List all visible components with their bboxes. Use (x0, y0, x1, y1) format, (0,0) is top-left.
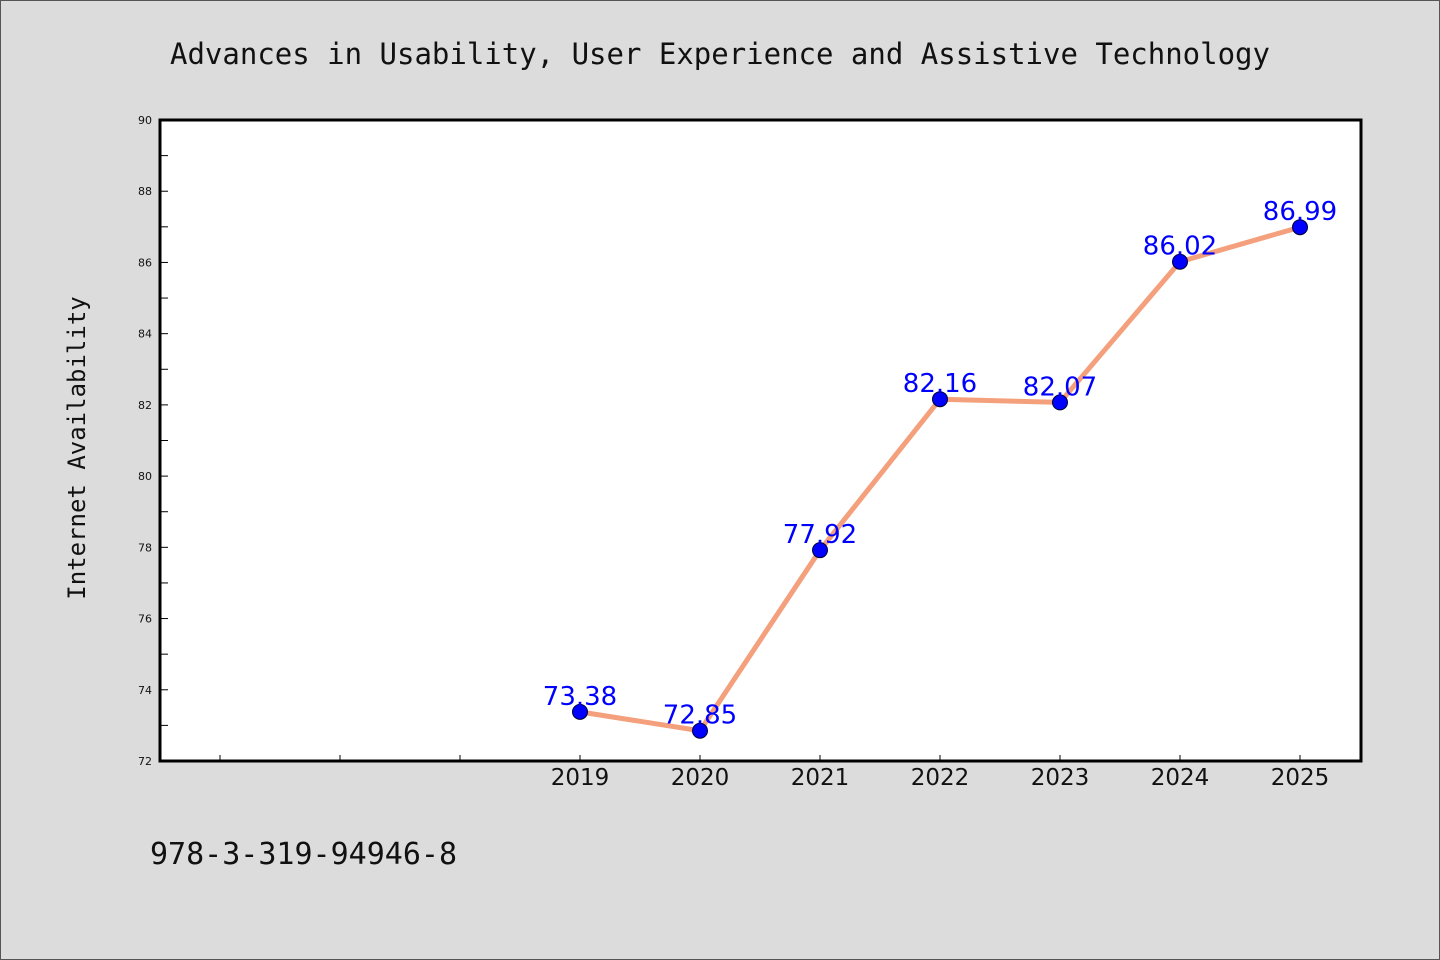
data-label: 82.07 (1023, 372, 1097, 402)
data-point (932, 391, 948, 408)
y-tick-label: 74 (138, 684, 152, 697)
series-points-group (572, 219, 1308, 739)
x-tick-label: 2020 (671, 765, 730, 791)
data-label: 86.02 (1143, 232, 1217, 262)
x-tick-label: 2022 (911, 765, 970, 791)
data-point (1052, 394, 1068, 411)
data-point (572, 703, 588, 720)
data-label: 86.99 (1263, 197, 1337, 227)
y-tick-label: 78 (138, 541, 152, 554)
plot-border (158, 118, 1363, 763)
y-tick-label: 80 (138, 470, 152, 483)
x-axis: 2019 2020 2021 2022 2023 2024 2025 (219, 755, 1330, 791)
chart-title: Advances in Usability, User Experience a… (170, 37, 1270, 71)
x-tick-label: 2024 (1151, 765, 1210, 791)
x-tick-label: 2019 (551, 765, 610, 791)
plot-area (160, 120, 1361, 761)
y-tick-label: 76 (138, 613, 152, 626)
y-tick-label: 82 (138, 399, 152, 412)
x-tick-label: 2025 (1271, 765, 1330, 791)
data-point (812, 542, 828, 559)
data-label: 72.85 (663, 701, 737, 731)
data-label: 73.38 (543, 682, 617, 712)
x-tick-label: 2021 (791, 765, 850, 791)
data-label: 77.92 (783, 520, 857, 550)
x-tick-label: 2023 (1031, 765, 1090, 791)
y-tick-label: 90 (138, 114, 152, 127)
data-point (692, 722, 708, 739)
data-point (1292, 219, 1308, 236)
data-labels-group: 73.38 72.85 77.92 82.16 82.07 86.02 86.99 (543, 197, 1337, 731)
footer-isbn: 978-3-319-94946-8 (150, 837, 457, 872)
data-label: 82.16 (903, 369, 977, 399)
data-point (1172, 253, 1188, 270)
y-tick-label: 72 (138, 755, 152, 768)
y-tick-label: 88 (138, 185, 152, 198)
y-tick-label: 86 (138, 256, 152, 269)
y-axis-label: Internet Availability (63, 296, 91, 599)
y-tick-label: 84 (138, 328, 152, 341)
